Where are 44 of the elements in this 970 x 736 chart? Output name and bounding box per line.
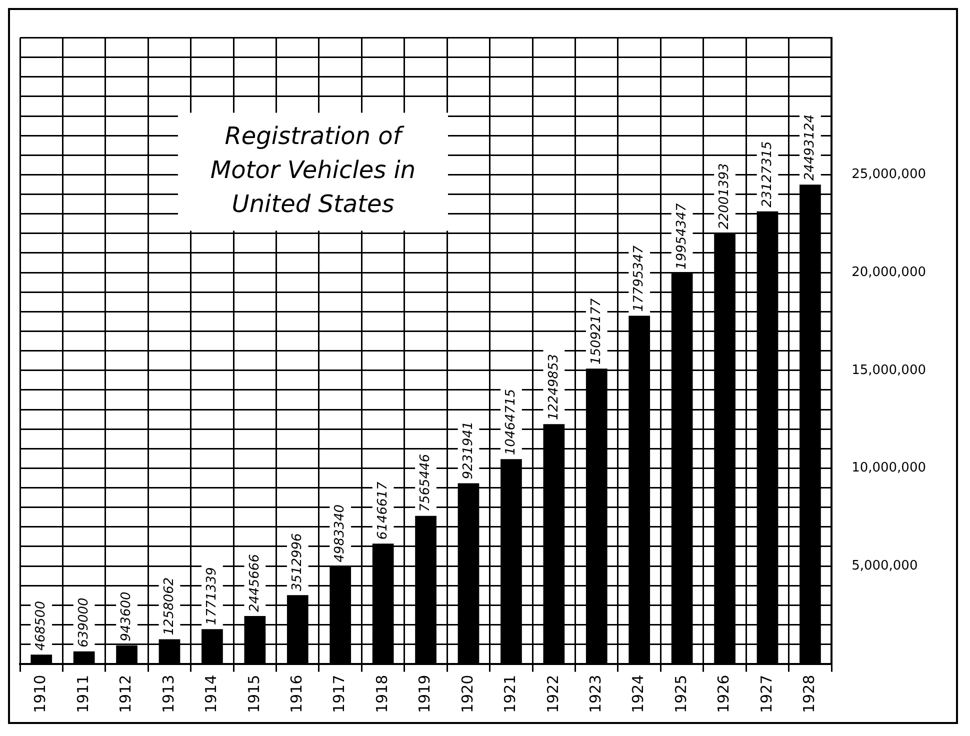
x-tick-label: 1916	[288, 674, 306, 714]
data-label: 10464715	[504, 388, 519, 456]
data-label: 17795347	[632, 244, 647, 312]
x-tick-label: 1918	[372, 674, 391, 714]
x-tick-label: 1923	[586, 674, 605, 714]
x-tick-label: 1910	[31, 674, 50, 714]
x-tick-label: 1925	[672, 674, 690, 714]
x-tick-label: 1922	[544, 674, 562, 714]
y-tick-label: 20,000,000	[852, 264, 926, 280]
data-label: 23127315	[760, 141, 775, 208]
data-label: 1258062	[162, 577, 177, 636]
x-tick-label: 1928	[800, 674, 818, 714]
x-tick-label: 1919	[416, 674, 434, 714]
x-tick-label: 1912	[116, 674, 135, 714]
x-tick-label: 1911	[74, 674, 92, 714]
y-tick-label: 10,000,000	[852, 460, 926, 476]
data-label: 9231941	[460, 421, 476, 480]
data-label: 12249853	[546, 354, 562, 420]
data-label: 2445666	[247, 554, 262, 612]
data-label: 639000	[76, 598, 92, 648]
data-label: 1771339	[204, 567, 220, 626]
data-label: 468500	[34, 601, 49, 651]
x-tick-label: 1917	[330, 674, 348, 714]
data-label: 19954347	[674, 202, 690, 270]
x-tick-label: 1926	[714, 674, 733, 714]
y-tick-label: 25,000,000	[852, 167, 926, 182]
data-label: 943600	[119, 592, 134, 642]
x-tick-label: 1921	[501, 674, 520, 714]
data-label: 24493124	[802, 114, 818, 181]
data-label: 6146617	[375, 480, 390, 540]
x-tick-label: 1924	[629, 674, 648, 714]
y-tick-label: 15,000,000	[852, 362, 926, 378]
x-tick-label: 1913	[159, 674, 178, 714]
y-tick-label: 5,000,000	[852, 558, 918, 574]
data-label: 4983340	[332, 504, 348, 562]
data-label: 15092177	[589, 298, 604, 365]
x-tick-label: 1927	[757, 674, 776, 714]
data-label: 7565446	[418, 454, 434, 512]
data-label: 3512996	[290, 533, 306, 592]
x-tick-label: 1915	[244, 674, 263, 714]
text: Registration of Motor Vehicles in United States	[210, 122, 416, 218]
data-label: 22001393	[717, 163, 732, 230]
x-tick-label: 1920	[458, 674, 476, 714]
x-tick-label: 1914	[202, 674, 220, 714]
